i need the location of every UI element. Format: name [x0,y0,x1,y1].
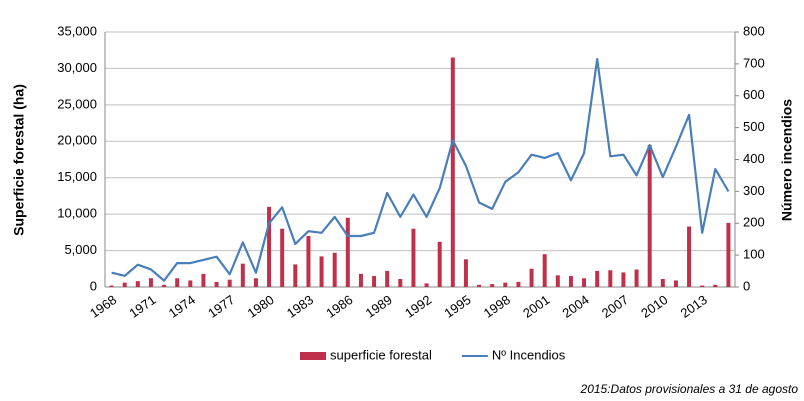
y2-tick-label: 700 [743,55,765,70]
bar [332,252,337,287]
bar [621,272,626,287]
y2-axis-title: Número incendios [779,99,795,221]
y2-tick-label: 500 [743,119,765,134]
legend-label: superficie forestal [330,347,432,362]
y2-tick-label: 200 [743,215,765,230]
bar [227,279,232,287]
bar [398,278,403,287]
bar [713,284,718,287]
bar [253,278,258,287]
bar [595,270,600,287]
bar [280,228,285,287]
bar [293,264,298,287]
bar [503,282,508,287]
bar [122,282,127,287]
y-tick-label: 0 [90,278,97,293]
x-tick-label: 1986 [323,292,355,321]
bar [345,217,350,287]
x-tick-label: 1971 [126,292,158,321]
line [111,57,730,282]
y2-tick-label: 400 [743,151,765,166]
x-tick-label: 1989 [363,292,395,321]
bar [568,276,573,287]
x-tick-label: 1992 [402,292,434,321]
y2-tick-label: 600 [743,87,765,102]
x-tick-label: 1974 [166,292,198,321]
bar [240,263,245,287]
bar [660,278,665,287]
x-tick-label: 1977 [205,292,237,321]
bar [450,57,455,287]
bar [490,284,495,287]
bar [726,222,731,287]
bar [109,285,114,287]
annotation: 2015:Datos provisionales a 31 de agosto [580,382,799,396]
y2-tick-label: 300 [743,183,765,198]
y-tick-label: 35,000 [57,23,97,38]
bar [385,270,390,287]
bar [358,273,363,287]
y-tick-label: 15,000 [57,169,97,184]
legend-swatch [300,352,326,360]
y-tick-label: 25,000 [57,96,97,111]
bar [673,280,678,287]
bar [306,236,311,287]
x-tick-label: 2001 [520,292,552,321]
y2-tick-label: 100 [743,247,765,262]
bar [267,206,272,287]
x-tick-label: 2004 [559,292,591,321]
bar [477,284,482,287]
x-tick-label: 1968 [87,292,119,321]
bar [608,270,613,287]
bar [687,226,692,287]
bar [162,284,167,287]
y-axis-title: Superficie forestal (ha) [11,84,27,236]
bar [135,281,140,287]
x-tick-label: 2007 [599,292,631,321]
bar [411,228,416,287]
bar [582,278,587,287]
y2-tick-label: 800 [743,23,765,38]
bar [424,283,429,287]
x-tick-label: 1983 [284,292,316,321]
x-tick-label: 2013 [678,292,710,321]
x-tick-label: 1995 [441,292,473,321]
bar [319,256,324,287]
y2-tick-label: 0 [743,278,750,293]
y-tick-label: 30,000 [57,60,97,75]
bar [542,254,547,287]
bar [516,281,521,287]
bar [555,275,560,287]
y-tick-label: 20,000 [57,133,97,148]
x-tick-label: 1980 [244,292,276,321]
bar [529,268,534,287]
bar [148,278,153,287]
x-tick-label: 1998 [481,292,513,321]
x-tick-label: 2010 [638,292,670,321]
bar [463,259,468,287]
bar [188,280,193,287]
bar [634,269,639,287]
bar [700,285,705,287]
bar [201,273,206,287]
y-tick-label: 10,000 [57,206,97,221]
bar [372,276,377,287]
legend-label: Nº Incendios [492,347,566,362]
bar [175,278,180,287]
bar [647,144,652,287]
bar [437,241,442,287]
bar [214,281,219,287]
y-tick-label: 5,000 [64,242,97,257]
